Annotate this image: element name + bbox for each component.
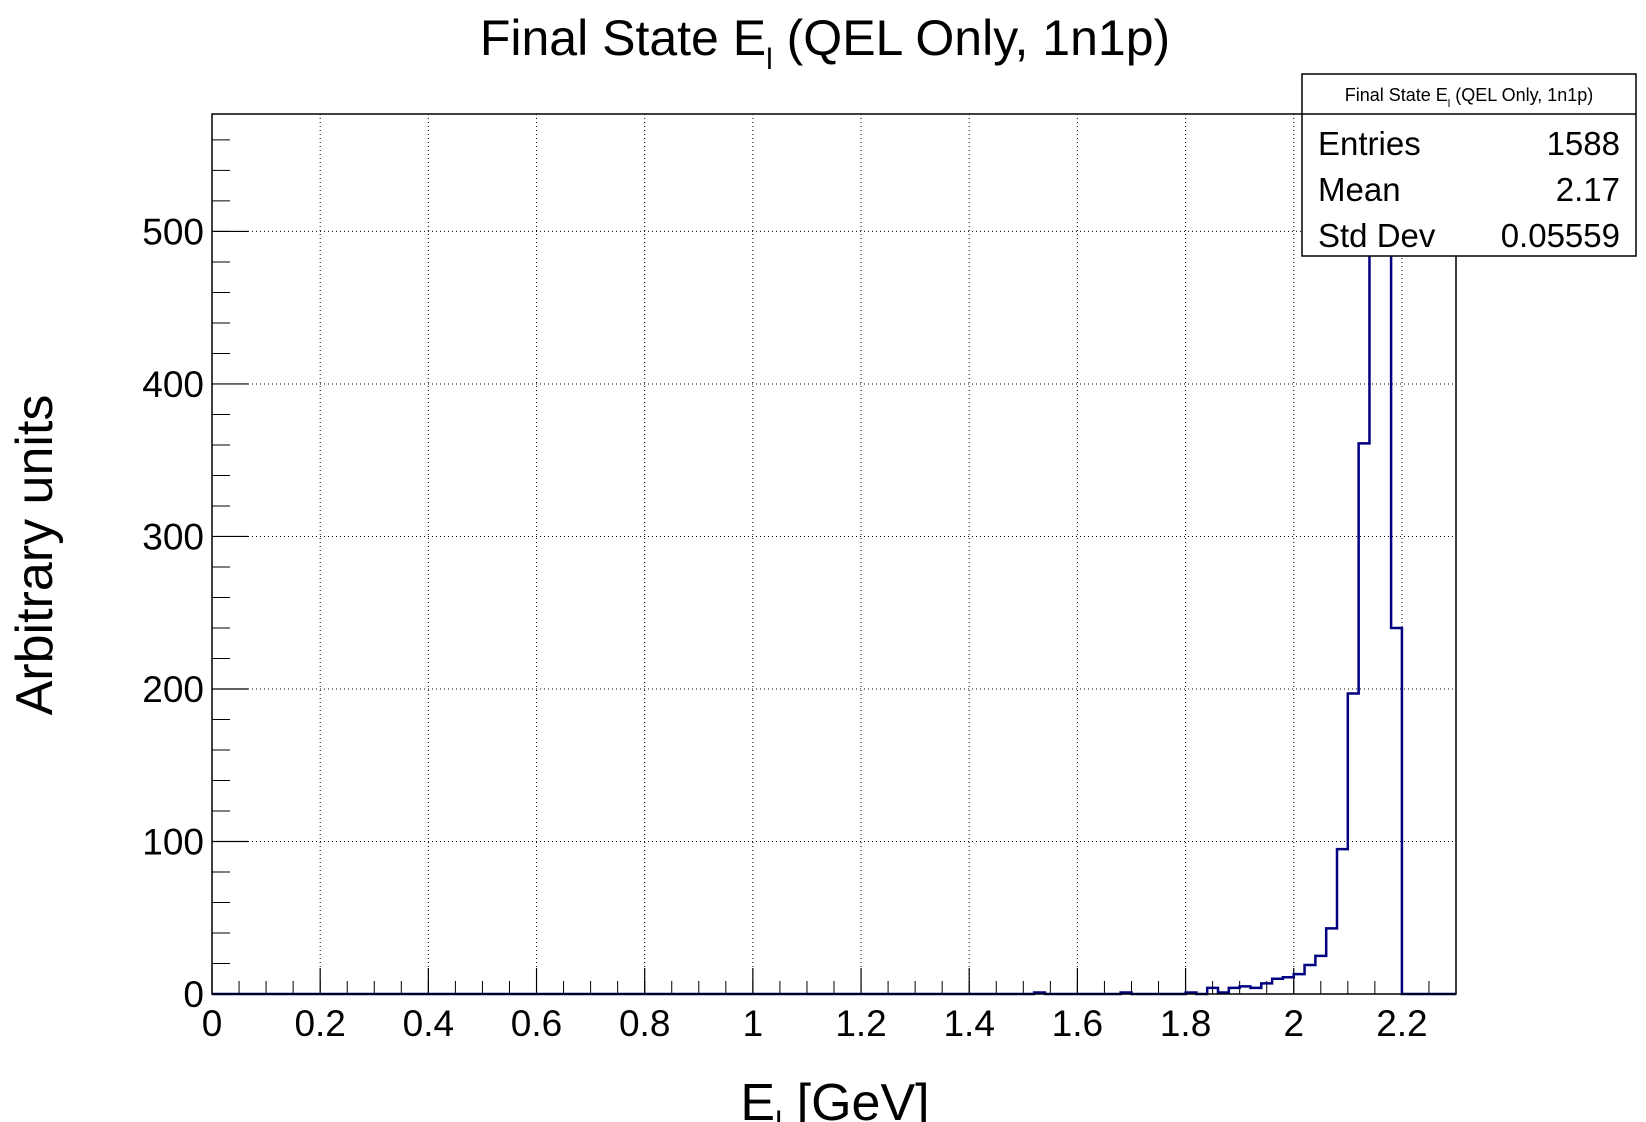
y-tick-label: 400 <box>142 364 204 405</box>
x-tick-label: 0.4 <box>403 1003 454 1044</box>
plot-frame <box>211 113 1457 995</box>
stats-mean-label: Mean <box>1318 171 1401 208</box>
x-axis-title-subscript: l <box>775 1105 782 1122</box>
stats-stddev-label: Std Dev <box>1318 217 1436 254</box>
stats-title-subscript: l <box>1448 98 1450 110</box>
stats-box-title: Final State El (QEL Only, 1n1p) <box>1345 85 1594 110</box>
x-axis-title: El [GeV] <box>740 1074 929 1122</box>
x-tick-labels: 0 0.2 0.4 0.6 0.8 1 1.2 1.4 1.6 1.8 2 2.2 <box>202 1003 1428 1044</box>
x-tick-label: 0 <box>202 1003 223 1044</box>
y-tick-label: 500 <box>142 211 204 252</box>
y-tick-label: 100 <box>142 821 204 862</box>
y-tick-label: 300 <box>142 516 204 557</box>
x-tick-label: 1.6 <box>1052 1003 1103 1044</box>
chart-title: Final State El (QEL Only, 1n1p) <box>480 10 1170 76</box>
stats-entries-label: Entries <box>1318 125 1421 162</box>
x-axis-title-suffix: [GeV] <box>782 1074 929 1122</box>
x-tick-label: 1 <box>743 1003 764 1044</box>
x-tick-label: 1.8 <box>1160 1003 1211 1044</box>
x-tick-label: 1.4 <box>943 1003 994 1044</box>
x-tick-label: 2 <box>1283 1003 1304 1044</box>
grid-lines <box>212 114 1456 994</box>
y-axis-title: Arbitrary units <box>6 395 64 716</box>
stats-box-frame <box>1301 73 1637 257</box>
y-tick-labels: 0 100 200 300 400 500 <box>142 211 204 1015</box>
stats-entries-value: 1588 <box>1547 125 1620 162</box>
x-tick-label: 2.2 <box>1376 1003 1427 1044</box>
x-tick-label: 0.8 <box>619 1003 670 1044</box>
stats-box: Final State El (QEL Only, 1n1p) Entries … <box>1301 73 1637 257</box>
y-tick-label: 200 <box>142 669 204 710</box>
x-axis-title-prefix: E <box>740 1074 775 1122</box>
stats-mean-value: 2.17 <box>1556 171 1620 208</box>
y-tick-label: 0 <box>183 974 204 1015</box>
stats-title-prefix: Final State E <box>1345 85 1448 105</box>
chart-title-suffix: (QEL Only, 1n1p) <box>773 10 1170 66</box>
x-tick-label: 0.6 <box>511 1003 562 1044</box>
stats-title-suffix: (QEL Only, 1n1p) <box>1450 85 1593 105</box>
chart-title-subscript: l <box>766 43 773 76</box>
x-tick-label: 0.2 <box>294 1003 345 1044</box>
stats-stddev-value: 0.05559 <box>1501 217 1620 254</box>
chart-title-prefix: Final State E <box>480 10 766 66</box>
x-tick-label: 1.2 <box>835 1003 886 1044</box>
plot-area <box>212 114 1456 994</box>
